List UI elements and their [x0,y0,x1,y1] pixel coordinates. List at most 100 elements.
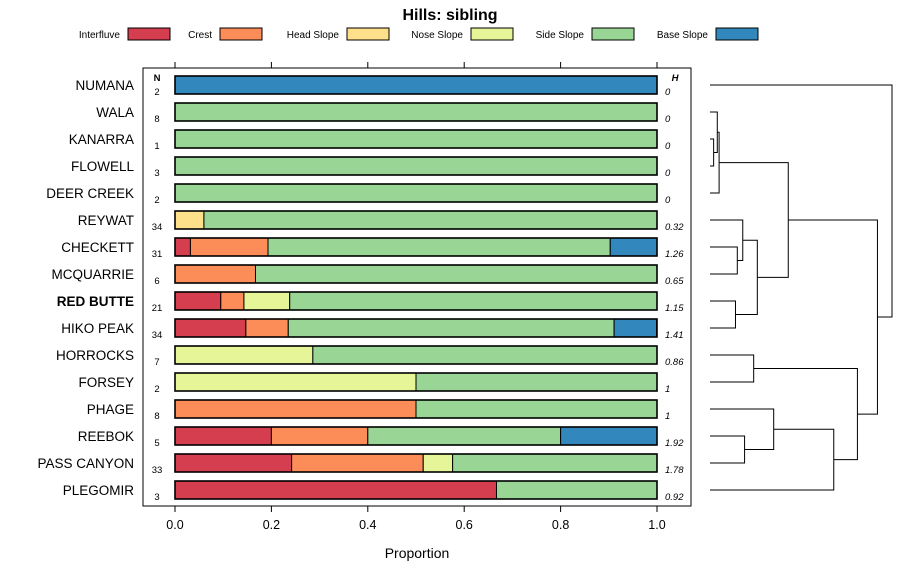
x-tick-label: 1.0 [648,518,665,532]
n-value-hiko-peak: 34 [152,330,163,341]
bar-reywat-side-slope [203,210,658,230]
bar-red-butte-interfluve [174,291,222,311]
bar-flowell-side-slope [174,156,658,176]
row-label-plegomir: PLEGOMIR [63,483,135,498]
dendrogram-branch-a [710,138,715,167]
h-value-horrocks: 0.86 [665,357,684,368]
bar-plegomir-interfluve [174,480,497,500]
bar-checkett-base-slope [609,237,658,257]
legend-swatch-crest [219,27,263,41]
chart-title: Hills: sibling [402,7,497,24]
h-column-header: H [672,73,680,84]
row-label-flowell: FLOWELL [71,159,135,174]
bar-outline-kanarra [174,129,658,149]
bar-outline-checkett [174,237,658,257]
dendrogram-branch-f [710,300,736,329]
legend-label-head-slope: Head Slope [287,30,340,41]
h-value-plegomir: 0.92 [665,492,684,503]
h-value-phage: 1 [665,411,670,422]
bar-red-butte-crest [220,291,245,311]
bar-outline-numana [174,75,658,95]
row-label-checkett: CHECKETT [61,240,134,255]
h-value-forsey: 1 [665,384,670,395]
bar-pass-canyon-interfluve [174,453,293,473]
n-value-numana: 2 [154,87,159,98]
row-label-phage: PHAGE [87,402,134,417]
n-value-reebok: 5 [154,438,159,449]
h-labels: 0 0 0 0 0 0.32 1.26 0.65 1.15 1.41 0.86 1 1 1.92 1.78 0… [665,87,684,503]
h-value-wala: 0 [665,114,671,125]
bar-pass-canyon-crest [291,453,424,473]
bar-checkett-side-slope [267,237,611,257]
bar-mcquarrie-crest [174,264,256,284]
bar-pass-canyon-nose-slope [422,453,454,473]
bar-hiko-peak-interfluve [174,318,247,338]
n-value-pass-canyon: 33 [152,465,163,476]
bar-outline-phage [174,399,658,419]
n-value-plegomir: 3 [154,492,159,503]
legend-swatch-nose-slope [470,27,514,41]
bar-outline-red-butte [174,291,658,311]
legend-label-side-slope: Side Slope [536,30,585,41]
bar-mcquarrie-side-slope [254,264,658,284]
plot-panel [142,67,692,507]
dendrogram-branch-g [735,239,758,315]
n-value-red-butte: 21 [152,303,163,314]
bar-numana-base-slope [174,75,658,95]
row-label-reywat: REYWAT [78,213,134,228]
bar-pass-canyon-side-slope [452,453,658,473]
bar-phage-side-slope [415,399,658,419]
n-value-flowell: 3 [154,168,159,179]
x-tick-label: 0.2 [263,518,280,532]
bar-outline-hiko-peak [174,318,658,338]
bar-outline-pass-canyon [174,453,658,473]
row-label-red-butte: RED BUTTE [57,294,134,309]
n-value-kanarra: 1 [154,141,159,152]
x-axis-label: Proportion [385,545,450,561]
bar-reebok-side-slope [367,426,562,446]
bar-plegomir-side-slope [495,480,658,500]
n-value-mcquarrie: 6 [154,276,159,287]
bar-kanarra-side-slope [174,129,658,149]
h-value-kanarra: 0 [665,141,671,152]
h-value-mcquarrie: 0.65 [665,276,684,287]
bar-outline-wala [174,102,658,122]
h-value-deer-creek: 0 [665,195,671,206]
bars-layer [174,75,658,500]
h-value-numana: 0 [665,87,671,98]
row-labels: NUMANA WALA KANARRA FLOWELL DEER CREEK REYWAT… [37,78,134,498]
bar-outline-deer-creek [174,183,658,203]
bar-outline-mcquarrie [174,264,658,284]
h-value-pass-canyon: 1.78 [665,465,684,476]
bar-hiko-peak-side-slope [287,318,615,338]
bar-wala-side-slope [174,102,658,122]
bar-hiko-peak-crest [245,318,289,338]
dendrogram-branch-m [753,368,858,461]
bar-reywat-head-slope [174,210,205,230]
dendrogram-branch-j [710,435,746,464]
row-label-kanarra: KANARRA [69,132,134,147]
row-label-mcquarrie: MCQUARRIE [51,267,134,282]
row-label-forsey: FORSEY [78,375,134,390]
bar-forsey-side-slope [415,372,658,392]
h-value-reywat: 0.32 [665,222,684,233]
x-axis: 0.0 0.2 0.4 0.6 0.8 1.0 [166,62,666,532]
legend-label-nose-slope: Nose Slope [411,30,463,41]
n-value-phage: 8 [154,411,159,422]
h-value-red-butte: 1.15 [665,303,684,314]
bar-reebok-crest [270,426,369,446]
bar-outline-reebok [174,426,658,446]
row-label-hiko-peak: HIKO PEAK [61,321,134,336]
row-label-deer-creek: DEER CREEK [46,186,134,201]
dendrogram [710,84,893,491]
n-value-forsey: 2 [154,384,159,395]
legend-swatch-base-slope [715,27,759,41]
bar-phage-crest [174,399,417,419]
bar-red-butte-nose-slope [243,291,291,311]
x-tick-label: 0.0 [166,518,183,532]
legend-label-base-slope: Base Slope [657,30,709,41]
bar-outline-forsey [174,372,658,392]
bar-outline-horrocks [174,345,658,365]
legend-swatch-interfluve [127,27,171,41]
row-label-pass-canyon: PASS CANYON [37,456,134,471]
